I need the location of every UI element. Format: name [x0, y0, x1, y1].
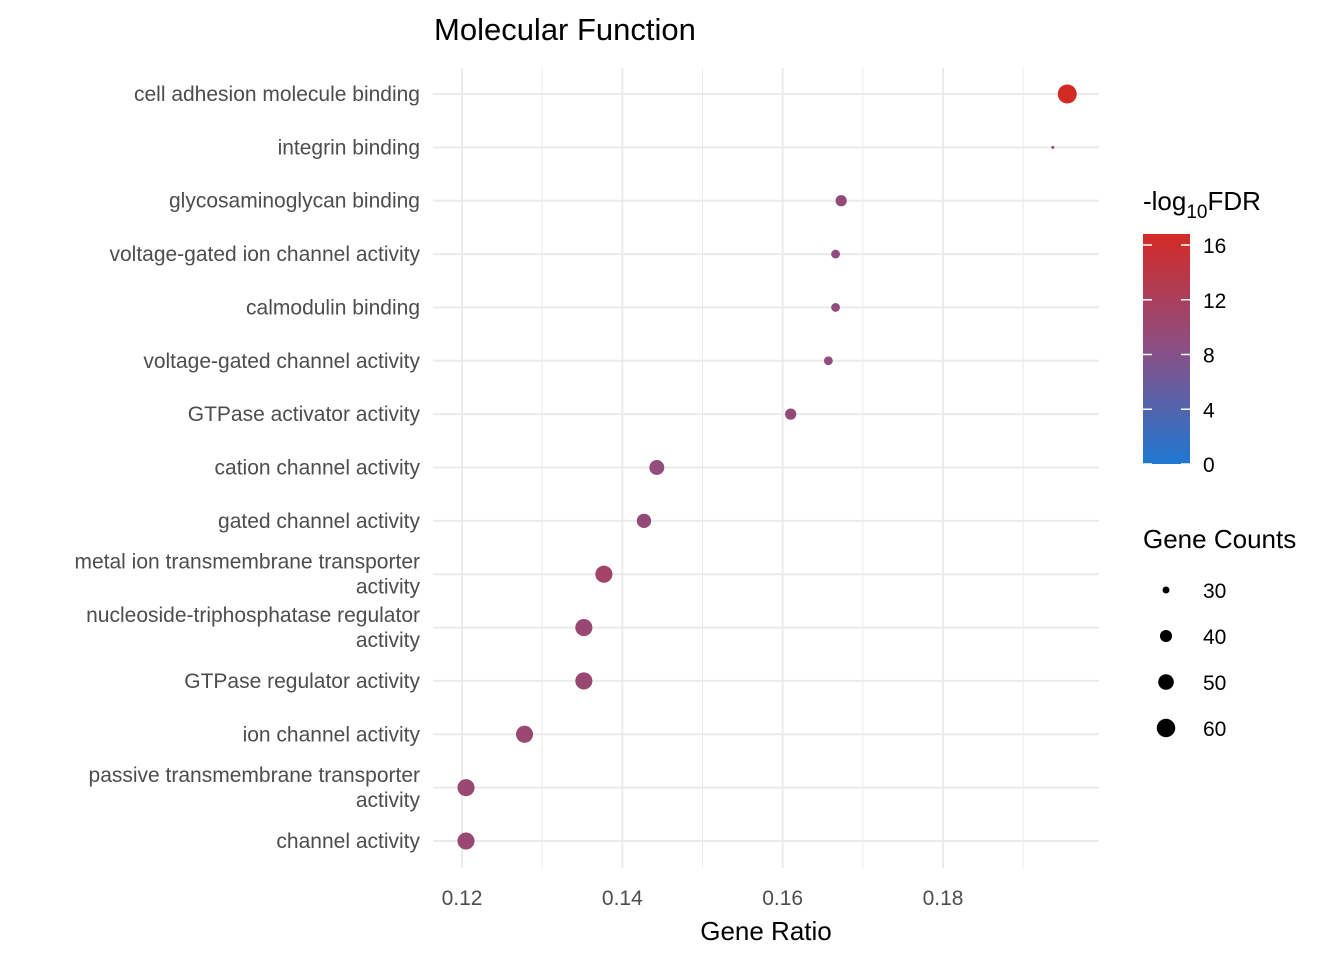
y-tick-label-line: metal ion transmembrane transporter	[75, 551, 421, 574]
y-tick-label: cell adhesion molecule binding	[134, 83, 420, 106]
y-tick-label-line: cation channel activity	[215, 457, 421, 480]
size-legend-label: 60	[1203, 718, 1226, 741]
y-tick-label-line: integrin binding	[278, 136, 420, 159]
y-axis-tick-labels: cell adhesion molecule binding integrin b…	[75, 83, 421, 853]
x-tick-label: 0.18	[923, 887, 964, 910]
data-point	[835, 195, 847, 207]
chart-title: Molecular Function	[434, 12, 696, 47]
size-legend-key	[1159, 629, 1173, 643]
color-legend-title-suffix: FDR	[1208, 186, 1261, 216]
size-legend-title: Gene Counts	[1143, 524, 1296, 554]
size-legend-key	[1158, 674, 1174, 690]
x-tick-label: 0.12	[442, 887, 483, 910]
size-legend-key	[1162, 586, 1170, 594]
y-tick-label-line: glycosaminoglycan binding	[169, 190, 420, 213]
x-tick-label: 0.14	[602, 887, 643, 910]
color-legend-title-subscript: 10	[1186, 202, 1207, 223]
data-points	[457, 84, 1077, 850]
y-tick-label: channel activity	[276, 830, 420, 853]
data-point	[636, 513, 652, 529]
y-tick-label-line: calmodulin binding	[246, 296, 420, 319]
size-legend-label: 40	[1203, 626, 1226, 649]
color-legend-tick-label: 4	[1203, 399, 1215, 422]
data-point	[785, 408, 797, 420]
color-legend-tick-label: 0	[1203, 454, 1215, 477]
data-point	[575, 619, 593, 637]
y-tick-label: metal ion transmembrane transporter activ…	[75, 551, 421, 599]
color-legend: -log10FDR 0 4 8 12 16	[1143, 186, 1261, 477]
data-point	[457, 832, 475, 850]
y-tick-label: integrin binding	[278, 136, 420, 159]
x-axis-title: Gene Ratio	[700, 916, 832, 946]
y-tick-label: gated channel activity	[218, 510, 420, 533]
data-point	[831, 303, 840, 312]
color-legend-tick-label: 8	[1203, 345, 1215, 368]
color-legend-title: -log10FDR	[1143, 186, 1261, 223]
y-tick-label-line: activity	[356, 576, 421, 599]
color-legend-gradient-bar	[1143, 234, 1190, 464]
size-legend-keys: 30 40 50 60	[1156, 580, 1226, 741]
data-point	[823, 356, 833, 366]
y-tick-label: calmodulin binding	[246, 296, 420, 319]
size-legend-label: 30	[1203, 580, 1226, 603]
y-tick-label-line: voltage-gated channel activity	[143, 350, 420, 373]
data-point	[595, 565, 613, 583]
data-point	[1057, 84, 1077, 104]
major-gridlines	[433, 68, 1099, 868]
y-tick-label-line: ion channel activity	[243, 723, 421, 746]
color-legend-tick-label: 16	[1203, 235, 1226, 258]
y-tick-label: GTPase regulator activity	[184, 670, 420, 693]
data-point	[457, 779, 475, 797]
x-tick-label: 0.16	[762, 887, 803, 910]
data-point	[1051, 145, 1055, 149]
color-legend-title-prefix: -log	[1143, 186, 1186, 216]
size-legend: Gene Counts 30 40 50 60	[1143, 524, 1296, 741]
y-tick-label: cation channel activity	[215, 457, 421, 480]
data-point	[649, 460, 665, 475]
y-tick-label-line: cell adhesion molecule binding	[134, 83, 420, 106]
size-legend-label: 50	[1203, 672, 1226, 695]
y-tick-label-line: activity	[356, 789, 421, 812]
data-point	[575, 672, 593, 690]
color-legend-tick-label: 12	[1203, 290, 1226, 313]
y-tick-label-line: GTPase regulator activity	[184, 670, 420, 693]
data-point	[831, 249, 840, 259]
y-tick-label: GTPase activator activity	[188, 403, 421, 426]
size-legend-key	[1156, 718, 1176, 738]
x-axis-tick-labels: 0.12 0.14 0.16 0.18	[442, 887, 964, 910]
color-legend-ticks: 0 4 8 12 16	[1143, 235, 1226, 477]
y-tick-label: ion channel activity	[243, 723, 421, 746]
y-tick-label-line: channel activity	[276, 830, 420, 853]
y-tick-label-line: gated channel activity	[218, 510, 420, 533]
y-tick-label-line: voltage-gated ion channel activity	[109, 243, 420, 266]
y-tick-label: nucleoside-triphosphatase regulator activ…	[86, 604, 420, 652]
y-tick-label: voltage-gated channel activity	[143, 350, 420, 373]
y-tick-label-line: passive transmembrane transporter	[89, 764, 420, 787]
y-tick-label: voltage-gated ion channel activity	[109, 243, 420, 266]
y-tick-label: glycosaminoglycan binding	[169, 190, 420, 213]
y-tick-label-line: activity	[356, 629, 421, 652]
data-point	[515, 725, 534, 743]
y-tick-label-line: GTPase activator activity	[188, 403, 421, 426]
y-tick-label-line: nucleoside-triphosphatase regulator	[86, 604, 420, 627]
y-tick-label: passive transmembrane transporter activit…	[89, 764, 421, 812]
